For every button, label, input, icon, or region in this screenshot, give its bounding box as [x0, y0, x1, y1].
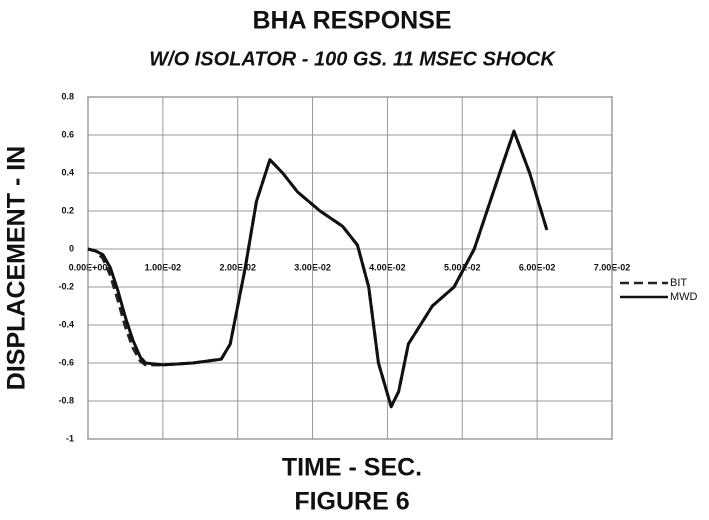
y-tick-label: 0.6: [61, 129, 74, 139]
y-tick-label: -0.4: [58, 319, 74, 329]
legend-label: MWD: [670, 291, 698, 303]
x-axis-label: TIME - SEC.: [282, 454, 422, 482]
line-series: [87, 129, 549, 409]
chart-subtitle: W/O ISOLATOR - 100 GS. 11 MSEC SHOCK: [149, 48, 556, 70]
y-tick-label: 0: [69, 243, 74, 253]
legend-label: BIT: [670, 277, 687, 289]
y-tick-label: -0.2: [58, 281, 74, 291]
chart-title: BHA RESPONSE: [252, 7, 451, 35]
y-axis-label: DISPLACEMENT - IN: [3, 146, 31, 390]
caption: FIGURE 6: [294, 488, 409, 516]
y-tick-label: -1: [66, 433, 74, 443]
y-tick-label: 0.2: [61, 205, 74, 215]
y-tick-label: 0.4: [61, 167, 74, 177]
y-tick-label: 0.8: [61, 91, 74, 101]
y-tick-label: -0.6: [58, 357, 74, 367]
y-tick-label: -0.8: [58, 395, 74, 405]
